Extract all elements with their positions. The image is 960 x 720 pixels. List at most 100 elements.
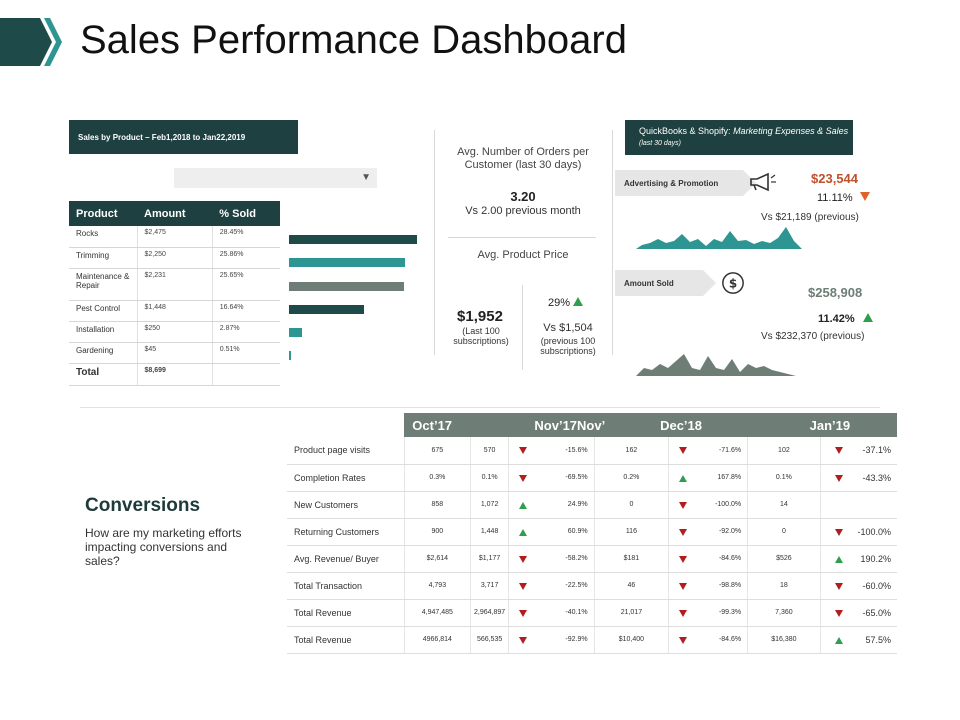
oct-value: 900 — [403, 518, 471, 546]
nov-value: 570 — [469, 437, 509, 465]
nov-change-text: 24.9% — [567, 501, 588, 508]
arrow-down-icon — [834, 474, 843, 482]
product-filter-dropdown[interactable]: ▼ — [174, 168, 377, 188]
dec-value: 46 — [593, 572, 669, 600]
product-bar-pest-control — [289, 305, 364, 314]
svg-text:$: $ — [729, 277, 737, 291]
table-row: Total Revenue 4,947,485 2,964,897 -40.1% 21,… — [287, 599, 897, 627]
nov-value-text: 1,448 — [480, 528, 499, 535]
metric-label: Total Revenue — [287, 626, 405, 654]
table-row: Avg. Revenue/ Buyer $2,614 $1,177 -58.2% $18… — [287, 545, 897, 573]
jan-change: 57.5% — [819, 626, 897, 654]
nov-value-text: 2,964,897 — [474, 609, 506, 616]
nov-value-text: 0.1% — [481, 474, 498, 481]
conversions-description: How are my marketing efforts impacting c… — [85, 526, 242, 568]
nov-change: -15.6% — [508, 437, 595, 465]
product-bar-rocks — [289, 235, 417, 244]
product-name: Gardening — [69, 342, 137, 364]
marketing-banner: QuickBooks & Shopify: Marketing Expenses… — [625, 120, 853, 155]
amount-sold-trend-chart — [636, 354, 796, 376]
product-pct: 2.87% — [211, 321, 280, 343]
dec-change: -99.3% — [668, 599, 748, 627]
oct-value-text: 4,947,485 — [421, 609, 453, 616]
dec-value-text: 0 — [629, 501, 634, 508]
dec-change: -71.6% — [668, 437, 748, 465]
arrow-down-icon — [519, 555, 528, 563]
arrow-down-icon — [679, 582, 688, 590]
oct-value-text: 4,793 — [428, 582, 447, 589]
product-table-header: Product Amount % Sold — [69, 201, 280, 226]
header-oct: Oct’17 — [404, 413, 471, 437]
dec-value: 21,017 — [593, 599, 669, 627]
arrow-up-icon — [834, 636, 843, 644]
arrow-up-icon — [573, 297, 584, 306]
jan-value: 14 — [747, 491, 821, 519]
dec-change: -84.6% — [668, 626, 748, 654]
dec-value: 162 — [593, 437, 669, 465]
dec-change-text: -100.0% — [715, 501, 742, 508]
product-name: Rocks — [69, 226, 137, 248]
jan-value-text: 0 — [781, 528, 786, 535]
dec-value: 0.2% — [593, 464, 669, 492]
table-row: Installation $250 2.87% — [69, 321, 280, 343]
metric-label-text: Total Transaction — [294, 580, 363, 591]
header-chevron-icon — [0, 18, 62, 66]
nov-change: -40.1% — [508, 599, 595, 627]
arrow-down-icon — [679, 447, 688, 454]
header-dec: Dec’18 — [594, 413, 748, 437]
arrow-down-icon — [519, 609, 528, 617]
dec-change: -84.6% — [668, 545, 748, 573]
nov-value: 1,448 — [469, 518, 509, 546]
divider — [448, 237, 596, 238]
section-divider — [80, 407, 880, 408]
jan-value: 0.1% — [747, 464, 821, 492]
dec-value-text: $10,400 — [618, 636, 645, 643]
jan-value: 7,360 — [747, 599, 821, 627]
table-row: Gardening $45 0.51% — [69, 342, 280, 364]
banner-italic: Marketing Expenses & Sales — [733, 126, 849, 136]
arrow-down-icon — [679, 528, 688, 536]
sales-by-product-banner: Sales by Product – Feb1,2018 to Jan22,20… — [69, 120, 298, 154]
jan-value-text: $16,380 — [771, 636, 797, 643]
dec-value-text: 46 — [627, 582, 636, 589]
arrow-down-icon — [519, 636, 528, 644]
dec-change: -98.8% — [668, 572, 748, 600]
dec-value: 0 — [593, 491, 669, 519]
metric-label: Total Transaction — [287, 572, 405, 600]
oct-value-text: 900 — [431, 528, 444, 535]
column-header-pct-sold: % Sold — [212, 201, 280, 226]
arrow-up-icon — [834, 555, 843, 563]
oct-value: 0.3% — [403, 464, 471, 492]
table-row: Total Transaction 4,793 3,717 -22.5% 46 -98.8… — [287, 572, 897, 600]
product-amount: $250 — [136, 321, 213, 343]
jan-value-text: 0.1% — [775, 474, 792, 481]
oct-value: $2,614 — [403, 545, 471, 573]
total-label: Total — [69, 363, 137, 386]
product-name: Maintenance & Repair — [69, 268, 137, 301]
arrow-down-icon — [834, 447, 843, 454]
arrow-down-icon — [834, 609, 843, 617]
jan-value-text: 7,360 — [775, 609, 793, 616]
arrow-down-icon — [679, 609, 688, 617]
jan-value-text: 18 — [779, 582, 788, 589]
jan-change: -100.0% — [819, 518, 897, 546]
metric-label: Total Revenue — [287, 599, 405, 627]
page-title: Sales Performance Dashboard — [80, 18, 627, 62]
dec-change-text: -84.6% — [718, 555, 742, 562]
nov-value-text: 1,072 — [480, 501, 499, 508]
nov-change-text: -92.9% — [565, 636, 588, 643]
nov-change-text: 60.9% — [567, 528, 588, 535]
nov-value: 1,072 — [469, 491, 509, 519]
advertising-trend-chart — [636, 227, 802, 249]
oct-value: 4966,814 — [403, 626, 471, 654]
product-pct: 16.64% — [211, 300, 280, 322]
metric-label: New Customers — [287, 491, 405, 519]
jan-value-text: $526 — [776, 555, 792, 562]
arrow-down-icon — [679, 636, 688, 644]
dec-change: -92.0% — [668, 518, 748, 546]
dec-change-text: 167.8% — [717, 474, 742, 481]
table-row: Maintenance & Repair $2,231 25.65% — [69, 268, 280, 301]
nov-value: 566,535 — [469, 626, 509, 654]
table-row: Product page visits 675 570 -15.6% 162 -71.6%… — [287, 437, 897, 465]
table-row: Trimming $2,250 25.86% — [69, 247, 280, 269]
